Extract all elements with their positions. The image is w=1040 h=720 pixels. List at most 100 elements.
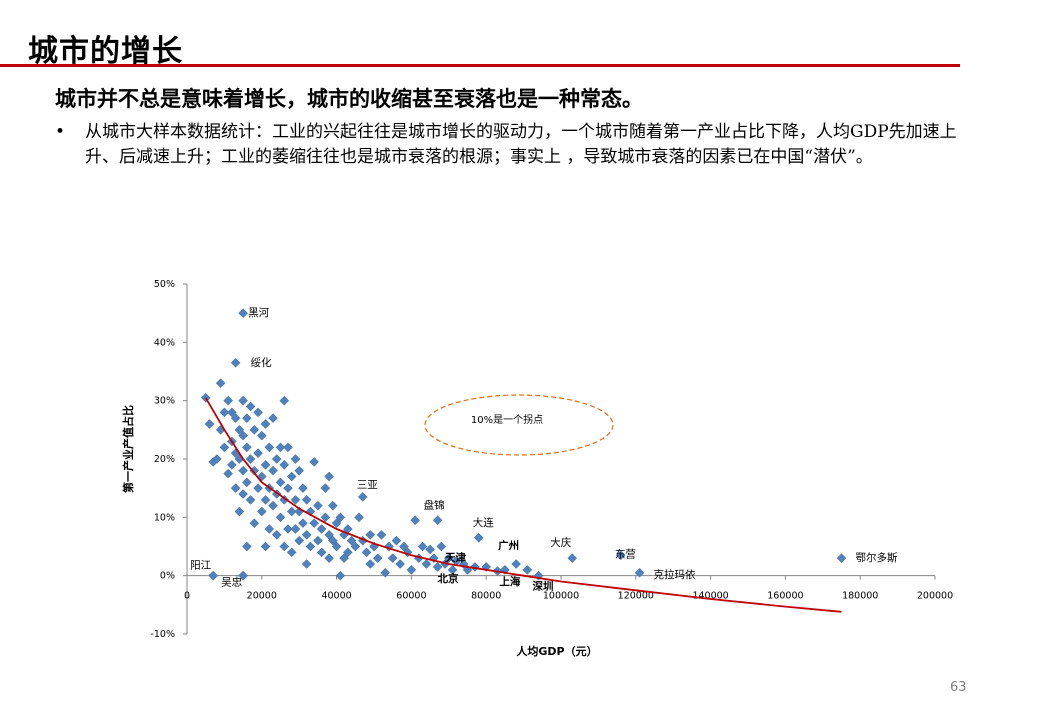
data-point	[227, 459, 237, 470]
data-point	[219, 407, 230, 418]
data-point	[380, 567, 391, 578]
data-point	[241, 477, 252, 488]
data-point	[264, 442, 275, 453]
data-point	[234, 506, 245, 517]
data-point	[298, 518, 308, 529]
data-point	[260, 494, 271, 505]
data-point	[283, 524, 293, 534]
data-point	[316, 547, 327, 558]
data-point	[328, 535, 338, 546]
data-point-北京	[462, 564, 473, 575]
data-point	[279, 541, 290, 552]
x-tick-label: 0	[184, 591, 190, 602]
data-point	[522, 564, 533, 575]
data-point-大庆	[567, 553, 578, 564]
x-tick-label: 20000	[247, 591, 277, 602]
data-point	[342, 547, 353, 558]
data-point	[294, 535, 305, 546]
data-point	[238, 430, 248, 441]
data-point	[410, 515, 420, 526]
y-tick-label: 10%	[154, 512, 175, 523]
data-point	[245, 494, 256, 505]
y-tick-label: 0%	[160, 571, 175, 582]
point-label: 广州	[498, 539, 519, 552]
point-label: 黑河	[248, 307, 269, 319]
data-point	[350, 541, 361, 552]
data-point	[249, 518, 260, 529]
data-point	[212, 454, 222, 464]
point-label: 盘锦	[424, 498, 445, 511]
y-tick-label: 40%	[154, 337, 175, 348]
data-point	[305, 541, 316, 552]
data-point	[428, 553, 439, 564]
data-point	[245, 454, 256, 464]
data-point	[256, 506, 267, 517]
data-point	[241, 442, 252, 453]
x-tick-label: 40000	[321, 591, 351, 602]
data-point	[286, 506, 297, 517]
data-point-吴忠	[238, 570, 248, 581]
trend-line	[204, 397, 842, 613]
data-point	[399, 541, 409, 552]
point-label: 天津	[445, 551, 466, 564]
point-label: 吴忠	[221, 577, 242, 589]
y-tick-label: 20%	[154, 454, 175, 465]
data-point	[249, 424, 260, 435]
data-point	[391, 535, 402, 546]
data-point	[481, 562, 492, 572]
data-point	[286, 471, 297, 482]
data-point	[395, 559, 406, 569]
data-point	[298, 483, 308, 494]
data-point	[436, 541, 447, 552]
data-point	[253, 407, 263, 418]
bullet-text: 从城市大样本数据统计：工业的兴起往往是城市增长的驱动力，一个城市随着第一产业占比…	[85, 122, 957, 167]
data-point	[283, 442, 293, 453]
data-point	[365, 559, 376, 569]
data-point	[204, 419, 215, 429]
page-number: 63	[950, 680, 967, 695]
data-point	[301, 529, 312, 540]
data-point	[406, 564, 417, 575]
inflection-ellipse	[424, 394, 614, 456]
data-point	[260, 459, 271, 470]
data-point-大连	[473, 532, 484, 543]
x-tick-label: 180000	[842, 591, 878, 602]
data-point	[268, 465, 278, 476]
data-point	[361, 547, 372, 558]
data-point	[279, 395, 290, 406]
data-point	[230, 483, 241, 494]
data-point	[223, 395, 233, 406]
data-point	[275, 477, 286, 488]
x-tick-label: 160000	[767, 591, 803, 602]
data-point	[264, 524, 275, 534]
point-label: 鄂尔多斯	[856, 551, 898, 564]
annotation-label: 10%是一个拐点	[471, 413, 543, 426]
data-point	[271, 454, 282, 464]
data-point	[335, 512, 346, 523]
data-point	[275, 512, 286, 523]
data-point	[294, 465, 305, 476]
data-point	[324, 471, 334, 482]
x-tick-label: 140000	[692, 591, 728, 602]
data-point-绥化	[230, 357, 241, 368]
data-point	[230, 413, 241, 424]
data-point	[421, 559, 432, 569]
point-label: 绥化	[251, 356, 272, 369]
data-point	[290, 454, 301, 464]
data-point	[309, 518, 320, 529]
point-label: 阳江	[190, 560, 211, 572]
data-point	[313, 535, 323, 546]
data-point	[227, 407, 237, 418]
data-point	[241, 413, 252, 424]
data-point	[256, 430, 267, 441]
data-point-阳江	[208, 570, 219, 581]
data-point	[238, 489, 248, 499]
data-point	[320, 512, 331, 523]
x-tick-label: 80000	[471, 591, 501, 602]
data-point	[215, 378, 226, 389]
data-point	[238, 395, 248, 406]
bullet-item: • 从城市大样本数据统计：工业的兴起往往是城市增长的驱动力，一个城市随着第一产业…	[55, 120, 975, 170]
data-point	[316, 524, 327, 534]
data-point	[331, 518, 342, 529]
